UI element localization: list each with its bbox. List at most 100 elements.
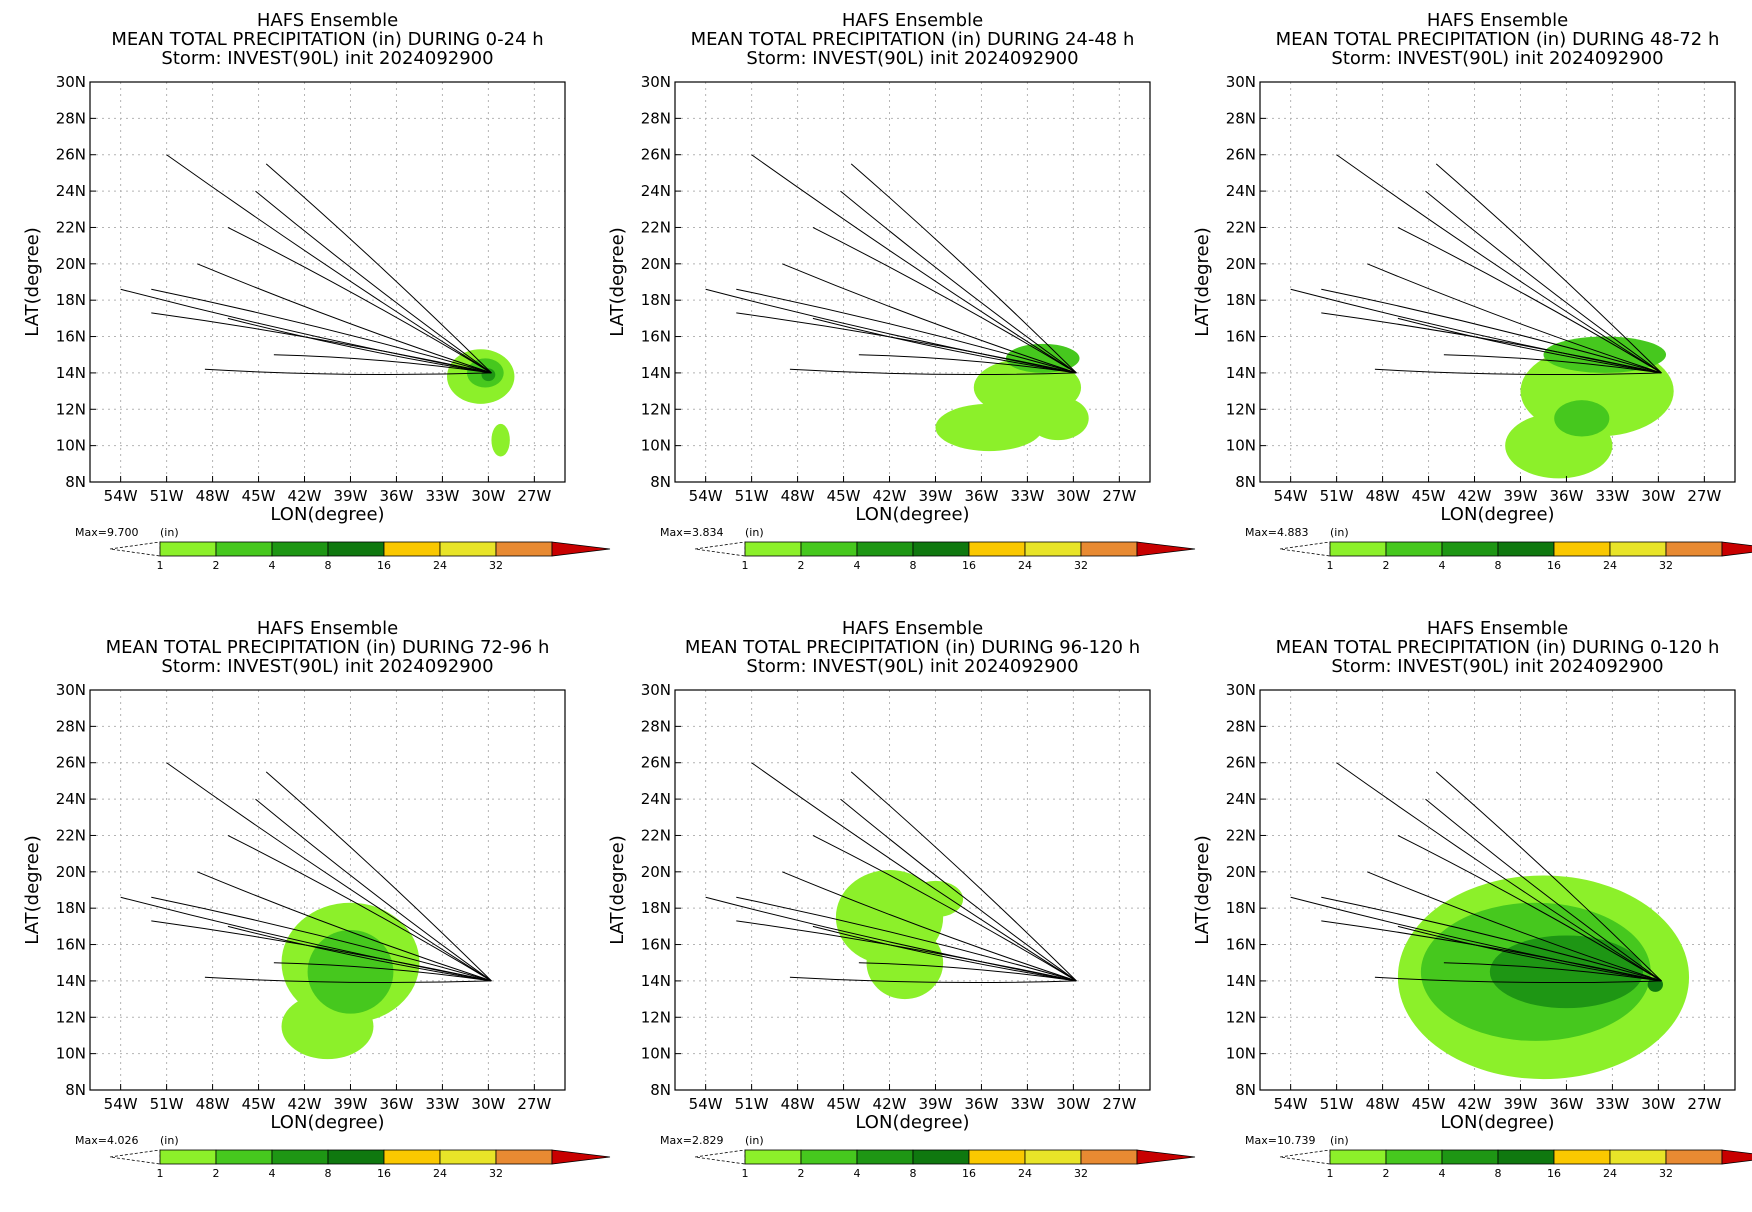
chart-title-line1: HAFS Ensemble bbox=[842, 10, 983, 31]
chart-title-line1: HAFS Ensemble bbox=[1427, 10, 1568, 31]
units-label: (in) bbox=[1330, 526, 1349, 539]
ensemble-track bbox=[850, 771, 1077, 982]
x-tick-label: 39W bbox=[1504, 1095, 1538, 1113]
ensemble-track bbox=[1435, 771, 1662, 982]
y-tick-label: 10N bbox=[56, 1045, 86, 1063]
max-label: Max=9.700 bbox=[75, 526, 138, 539]
colorbar-segment bbox=[327, 541, 385, 557]
chart-title: MEAN TOTAL PRECIPITATION (in) DURING 48-… bbox=[1276, 29, 1720, 50]
units-label: (in) bbox=[745, 526, 764, 539]
x-tick-label: 42W bbox=[1458, 1095, 1492, 1113]
colorbar-segment bbox=[327, 1149, 385, 1165]
ensemble-track bbox=[204, 368, 492, 376]
colorbar-level-label: 2 bbox=[213, 1167, 220, 1180]
x-tick-label: 27W bbox=[1687, 1095, 1721, 1113]
colorbar-segment bbox=[1385, 541, 1443, 557]
y-tick-label: 12N bbox=[1226, 400, 1256, 418]
x-tick-label: 51W bbox=[150, 1095, 184, 1113]
ensemble-track bbox=[840, 190, 1077, 374]
y-axis-label: LAT(degree) bbox=[22, 835, 43, 944]
y-tick-label: 26N bbox=[641, 754, 671, 772]
max-label: Max=2.829 bbox=[660, 1134, 723, 1147]
y-tick-label: 14N bbox=[641, 972, 671, 990]
x-tick-label: 54W bbox=[104, 1095, 138, 1113]
x-tick-label: 51W bbox=[1320, 1095, 1354, 1113]
chart-title: MEAN TOTAL PRECIPITATION (in) DURING 0-2… bbox=[111, 29, 543, 50]
x-tick-label: 51W bbox=[1320, 487, 1354, 505]
x-tick-label: 33W bbox=[425, 487, 459, 505]
y-tick-label: 24N bbox=[641, 182, 671, 200]
ensemble-track bbox=[1443, 962, 1662, 982]
y-tick-label: 28N bbox=[641, 109, 671, 127]
y-tick-label: 14N bbox=[1226, 364, 1256, 382]
colorbar-segment bbox=[1329, 541, 1387, 557]
x-tick-label: 39W bbox=[919, 1095, 953, 1113]
colorbar-level-label: 32 bbox=[489, 559, 503, 572]
x-tick-label: 54W bbox=[104, 487, 138, 505]
colorbar-level-label: 1 bbox=[1327, 1167, 1334, 1180]
colorbar-segment bbox=[159, 1149, 217, 1165]
ensemble-track bbox=[782, 263, 1077, 374]
x-tick-label: 36W bbox=[964, 487, 998, 505]
y-tick-label: 18N bbox=[641, 291, 671, 309]
colorbar-level-label: 1 bbox=[1327, 559, 1334, 572]
x-tick-label: 39W bbox=[1504, 487, 1538, 505]
colorbar-level-label: 2 bbox=[1383, 559, 1390, 572]
colorbar-level-label: 16 bbox=[1547, 1167, 1561, 1180]
colorbar-level-label: 8 bbox=[910, 559, 917, 572]
colorbar-over-triangle bbox=[1721, 541, 1752, 557]
colorbar-under-triangle bbox=[694, 541, 746, 557]
colorbar-segment bbox=[912, 1149, 970, 1165]
colorbar-segment bbox=[495, 1149, 553, 1165]
y-tick-label: 30N bbox=[641, 73, 671, 91]
colorbar-level-label: 1 bbox=[742, 559, 749, 572]
colorbar-level-label: 16 bbox=[377, 559, 391, 572]
max-label: Max=10.739 bbox=[1245, 1134, 1315, 1147]
ensemble-track bbox=[812, 227, 1077, 374]
x-tick-label: 48W bbox=[196, 1095, 230, 1113]
colorbar-level-label: 4 bbox=[854, 1167, 861, 1180]
x-tick-label: 45W bbox=[827, 1095, 861, 1113]
chart-title-line3: Storm: INVEST(90L) init 2024092900 bbox=[161, 656, 493, 677]
ensemble-track bbox=[227, 835, 492, 982]
colorbar-segment bbox=[800, 541, 858, 557]
ensemble-track bbox=[751, 762, 1077, 982]
ensemble-track bbox=[204, 976, 492, 984]
y-tick-label: 24N bbox=[56, 790, 86, 808]
ensemble-track bbox=[736, 312, 1077, 374]
x-axis-label: LON(degree) bbox=[270, 504, 384, 525]
colorbar-segment bbox=[744, 541, 802, 557]
colorbar-segment bbox=[856, 541, 914, 557]
colorbar-level-label: 2 bbox=[213, 559, 220, 572]
y-tick-label: 14N bbox=[641, 364, 671, 382]
colorbar-level-label: 4 bbox=[1439, 559, 1446, 572]
y-tick-label: 16N bbox=[1226, 328, 1256, 346]
colorbar-level-label: 16 bbox=[1547, 559, 1561, 572]
colorbar-over-triangle bbox=[1136, 1149, 1196, 1165]
ensemble-track bbox=[812, 317, 1077, 374]
ensemble-track bbox=[151, 920, 492, 982]
colorbar-segment bbox=[856, 1149, 914, 1165]
y-tick-label: 10N bbox=[641, 437, 671, 455]
colorbar-level-label: 32 bbox=[1074, 559, 1088, 572]
y-tick-label: 22N bbox=[641, 218, 671, 236]
ensemble-track bbox=[151, 288, 492, 374]
x-tick-label: 33W bbox=[425, 1095, 459, 1113]
ensemble-track bbox=[1336, 154, 1662, 374]
precip-area bbox=[866, 926, 944, 1000]
colorbar-level-label: 24 bbox=[1018, 559, 1032, 572]
y-tick-label: 20N bbox=[641, 255, 671, 273]
ensemble-track bbox=[1425, 798, 1662, 982]
x-tick-label: 36W bbox=[379, 1095, 413, 1113]
colorbar-level-label: 24 bbox=[433, 559, 447, 572]
ensemble-track bbox=[812, 925, 1077, 982]
colorbar-segment bbox=[1080, 1149, 1138, 1165]
colorbar-level-label: 2 bbox=[798, 1167, 805, 1180]
ensemble-track bbox=[812, 835, 1077, 982]
y-tick-label: 18N bbox=[56, 291, 86, 309]
x-tick-label: 30W bbox=[1056, 487, 1090, 505]
y-tick-label: 12N bbox=[641, 1008, 671, 1026]
